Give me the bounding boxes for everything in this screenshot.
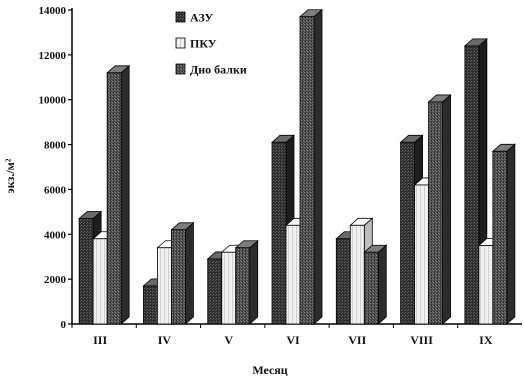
legend-item: Дно балки	[175, 63, 247, 77]
bar-side	[506, 143, 516, 325]
bar	[298, 8, 324, 325]
x-tick-label: V	[224, 333, 233, 347]
y-tick-label: 14000	[39, 5, 67, 17]
bar-front	[235, 247, 251, 325]
bar-front	[464, 45, 480, 325]
bar	[363, 244, 388, 325]
bar	[491, 143, 516, 325]
bar-side	[185, 221, 194, 325]
bar-front	[492, 150, 508, 325]
legend-swatch	[175, 37, 186, 49]
bar-front	[106, 72, 122, 325]
bar	[106, 64, 131, 325]
legend: АЗУ ПКУ Дно балки	[175, 11, 247, 77]
legend-label: АЗУ	[190, 11, 213, 25]
bar-front	[414, 184, 429, 325]
bar-side	[442, 94, 451, 325]
x-tick-label: VI	[286, 333, 300, 347]
bar	[234, 239, 259, 325]
bar-front	[271, 141, 287, 325]
legend-swatch	[175, 11, 186, 23]
bar-front	[157, 247, 172, 325]
bars	[78, 8, 516, 325]
y-tick-label: 10000	[39, 95, 67, 107]
bar-front	[478, 245, 494, 325]
y-tick-label: 6000	[44, 184, 67, 196]
bar-side	[249, 239, 259, 325]
x-tick-label: IX	[479, 333, 493, 347]
legend-item: АЗУ	[175, 11, 213, 25]
bar-front	[78, 218, 94, 325]
y-tick-label: 8000	[44, 140, 67, 152]
bar	[170, 221, 195, 325]
legend-label: ПКУ	[190, 37, 217, 51]
bar-front	[221, 251, 237, 325]
bar-front	[285, 224, 301, 325]
x-tick-label: VII	[348, 333, 366, 347]
bar-side	[313, 8, 323, 325]
x-tick-label: III	[93, 333, 107, 347]
x-tick-label: IV	[158, 333, 172, 347]
bar-front	[335, 238, 351, 325]
bar-side	[120, 64, 130, 325]
legend-item: ПКУ	[175, 37, 217, 51]
y-axis-title: экз./м²	[3, 158, 17, 193]
bar-side	[377, 244, 387, 325]
bar-front	[299, 16, 315, 325]
legend-label: Дно балки	[190, 63, 247, 77]
bar-front	[363, 251, 379, 325]
bar-front	[143, 285, 158, 325]
bar-front	[207, 258, 223, 325]
bar-front	[92, 238, 108, 325]
bar-front	[400, 141, 415, 325]
y-tick-label: 12000	[39, 50, 67, 62]
x-axis-title: Месяц	[252, 363, 287, 377]
y-tick-label: 2000	[44, 274, 67, 286]
x-tick-label: VIII	[410, 333, 433, 347]
bar-front	[349, 224, 365, 325]
y-tick-label: 4000	[44, 229, 67, 241]
legend-swatch	[175, 63, 186, 75]
bar-front	[171, 229, 186, 325]
bar	[427, 94, 452, 325]
axes: 0 2000 4000 6000 8000 10000 12000 14000 III IV V VI…	[39, 5, 522, 347]
bar-front	[428, 101, 443, 325]
y-tick-label: 0	[61, 319, 67, 331]
